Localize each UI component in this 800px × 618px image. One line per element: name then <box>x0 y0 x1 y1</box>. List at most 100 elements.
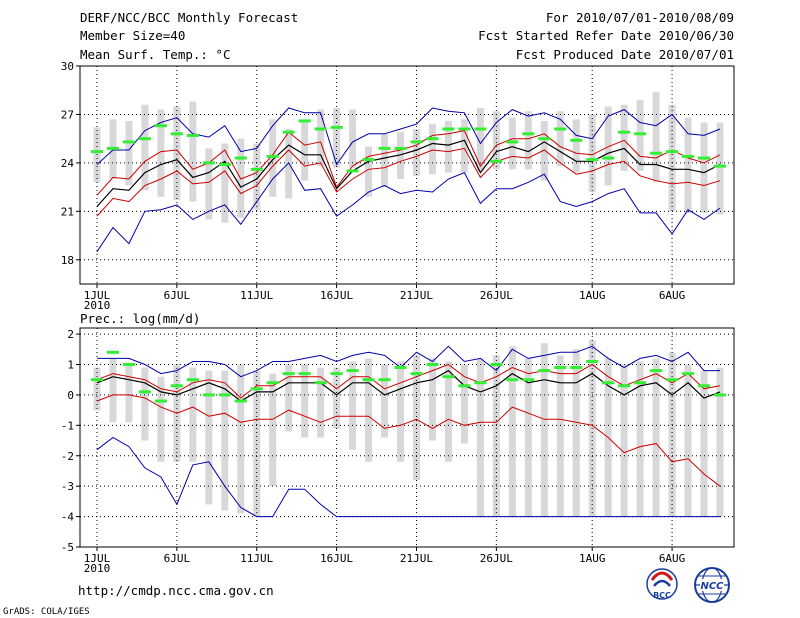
member-range-bar <box>524 111 532 170</box>
climatology-marker <box>650 151 663 155</box>
climatology-marker <box>410 140 423 144</box>
member-range-bar <box>700 370 708 517</box>
member-range-bar <box>524 358 532 517</box>
climatology-marker <box>122 363 135 366</box>
climatology-marker <box>618 130 631 134</box>
x-tick-label: 6AUG <box>659 289 686 302</box>
y-tick-label: 30 <box>61 60 74 73</box>
climatology-marker <box>314 127 327 131</box>
member-range-bar <box>604 106 612 186</box>
y-tick-label: 24 <box>61 157 75 170</box>
climatology-marker <box>714 164 726 168</box>
series-line-min <box>96 436 720 518</box>
climatology-marker <box>650 369 663 373</box>
climatology-marker <box>218 393 231 397</box>
member-range-bar <box>636 99 644 171</box>
x-tick-label: 26JUL <box>480 289 513 302</box>
member-range-bar <box>620 104 628 171</box>
climatology-marker <box>394 366 407 370</box>
y-tick-label: 18 <box>61 254 74 267</box>
climatology-marker <box>362 158 375 162</box>
member-range-bar <box>540 120 548 181</box>
climatology-marker <box>91 150 103 154</box>
climatology-marker <box>91 378 103 382</box>
member-range-bar <box>460 364 468 444</box>
member-range-bar <box>141 367 149 441</box>
climatology-marker <box>282 372 295 376</box>
member-range-bar <box>684 364 692 517</box>
member-range-bar <box>253 370 261 517</box>
member-range-bar <box>572 349 580 517</box>
climatology-marker <box>458 384 471 388</box>
climatology-marker <box>170 384 183 388</box>
climatology-marker <box>666 150 679 154</box>
climatology-marker <box>266 154 279 158</box>
member-range-bar <box>349 109 357 168</box>
member-range-bar <box>173 106 181 201</box>
y-tick-label: -3 <box>61 480 74 493</box>
member-range-bar <box>269 373 277 487</box>
member-range-bar <box>556 111 564 167</box>
climatology-marker <box>170 132 183 136</box>
series-line-lower <box>96 394 721 487</box>
member-size: Member Size=40 <box>80 28 185 43</box>
member-range-bar <box>221 370 229 511</box>
climatology-marker <box>554 366 567 370</box>
source-url[interactable]: http://cmdp.ncc.cma.gov.cn <box>78 583 274 598</box>
plot-frame <box>79 327 735 548</box>
climatology-marker <box>106 146 119 150</box>
climatology-marker <box>538 369 551 373</box>
climatology-marker <box>698 156 711 160</box>
climatology-marker <box>426 137 439 141</box>
climatology-marker <box>234 399 247 403</box>
member-range-bar <box>652 358 660 517</box>
climatology-marker <box>186 378 199 382</box>
member-range-bar <box>285 364 293 432</box>
climatology-marker <box>474 127 487 131</box>
x-tick-label: 11JUL <box>240 552 273 565</box>
climatology-marker <box>346 369 359 373</box>
y-tick-label: 1 <box>67 359 74 372</box>
member-range-bar <box>556 355 564 517</box>
member-range-bar <box>652 91 660 183</box>
climatology-marker <box>586 359 599 363</box>
member-range-bar <box>237 364 245 514</box>
bcc-logo: BCC <box>646 568 678 600</box>
member-range-bar <box>476 358 484 517</box>
member-range-bar <box>109 358 117 423</box>
series-line-mean <box>96 369 721 402</box>
y-tick-label: -2 <box>61 450 74 463</box>
climatology-marker <box>570 138 583 142</box>
x-tick-label: 6JUL <box>164 552 191 565</box>
member-range-bar <box>333 367 341 429</box>
climatology-marker <box>106 350 119 354</box>
member-range-bar <box>349 361 357 450</box>
grads-credit: GrADS: COLA/IGES <box>3 607 90 617</box>
climatology-marker <box>218 163 231 167</box>
member-range-bar <box>508 117 516 170</box>
member-range-bar <box>620 364 628 517</box>
produced-date: Fcst Produced Date 2010/07/01 <box>516 47 734 62</box>
climatology-marker <box>698 384 711 388</box>
y-tick-label: 21 <box>61 205 74 218</box>
member-range-bar <box>205 370 213 505</box>
x-tick-year: 2010 <box>84 299 111 312</box>
climatology-marker <box>506 378 519 382</box>
x-tick-label: 21JUL <box>400 552 433 565</box>
panel2-label: Prec.: log(mm/d) <box>80 311 200 326</box>
y-tick-label: -1 <box>61 419 74 432</box>
member-range-bar <box>492 111 500 170</box>
x-tick-label: 16JUL <box>320 552 353 565</box>
x-tick-label: 1JUL <box>84 289 111 302</box>
x-tick-label: 6AUG <box>659 552 686 565</box>
climatology-marker <box>570 366 583 370</box>
series-line-max <box>97 345 720 378</box>
climatology-marker <box>586 158 599 162</box>
x-tick-label: 11JUL <box>240 289 273 302</box>
climatology-marker <box>522 378 535 382</box>
climatology-marker <box>410 372 423 376</box>
member-range-bar <box>125 364 133 423</box>
member-range-bar <box>189 367 197 462</box>
